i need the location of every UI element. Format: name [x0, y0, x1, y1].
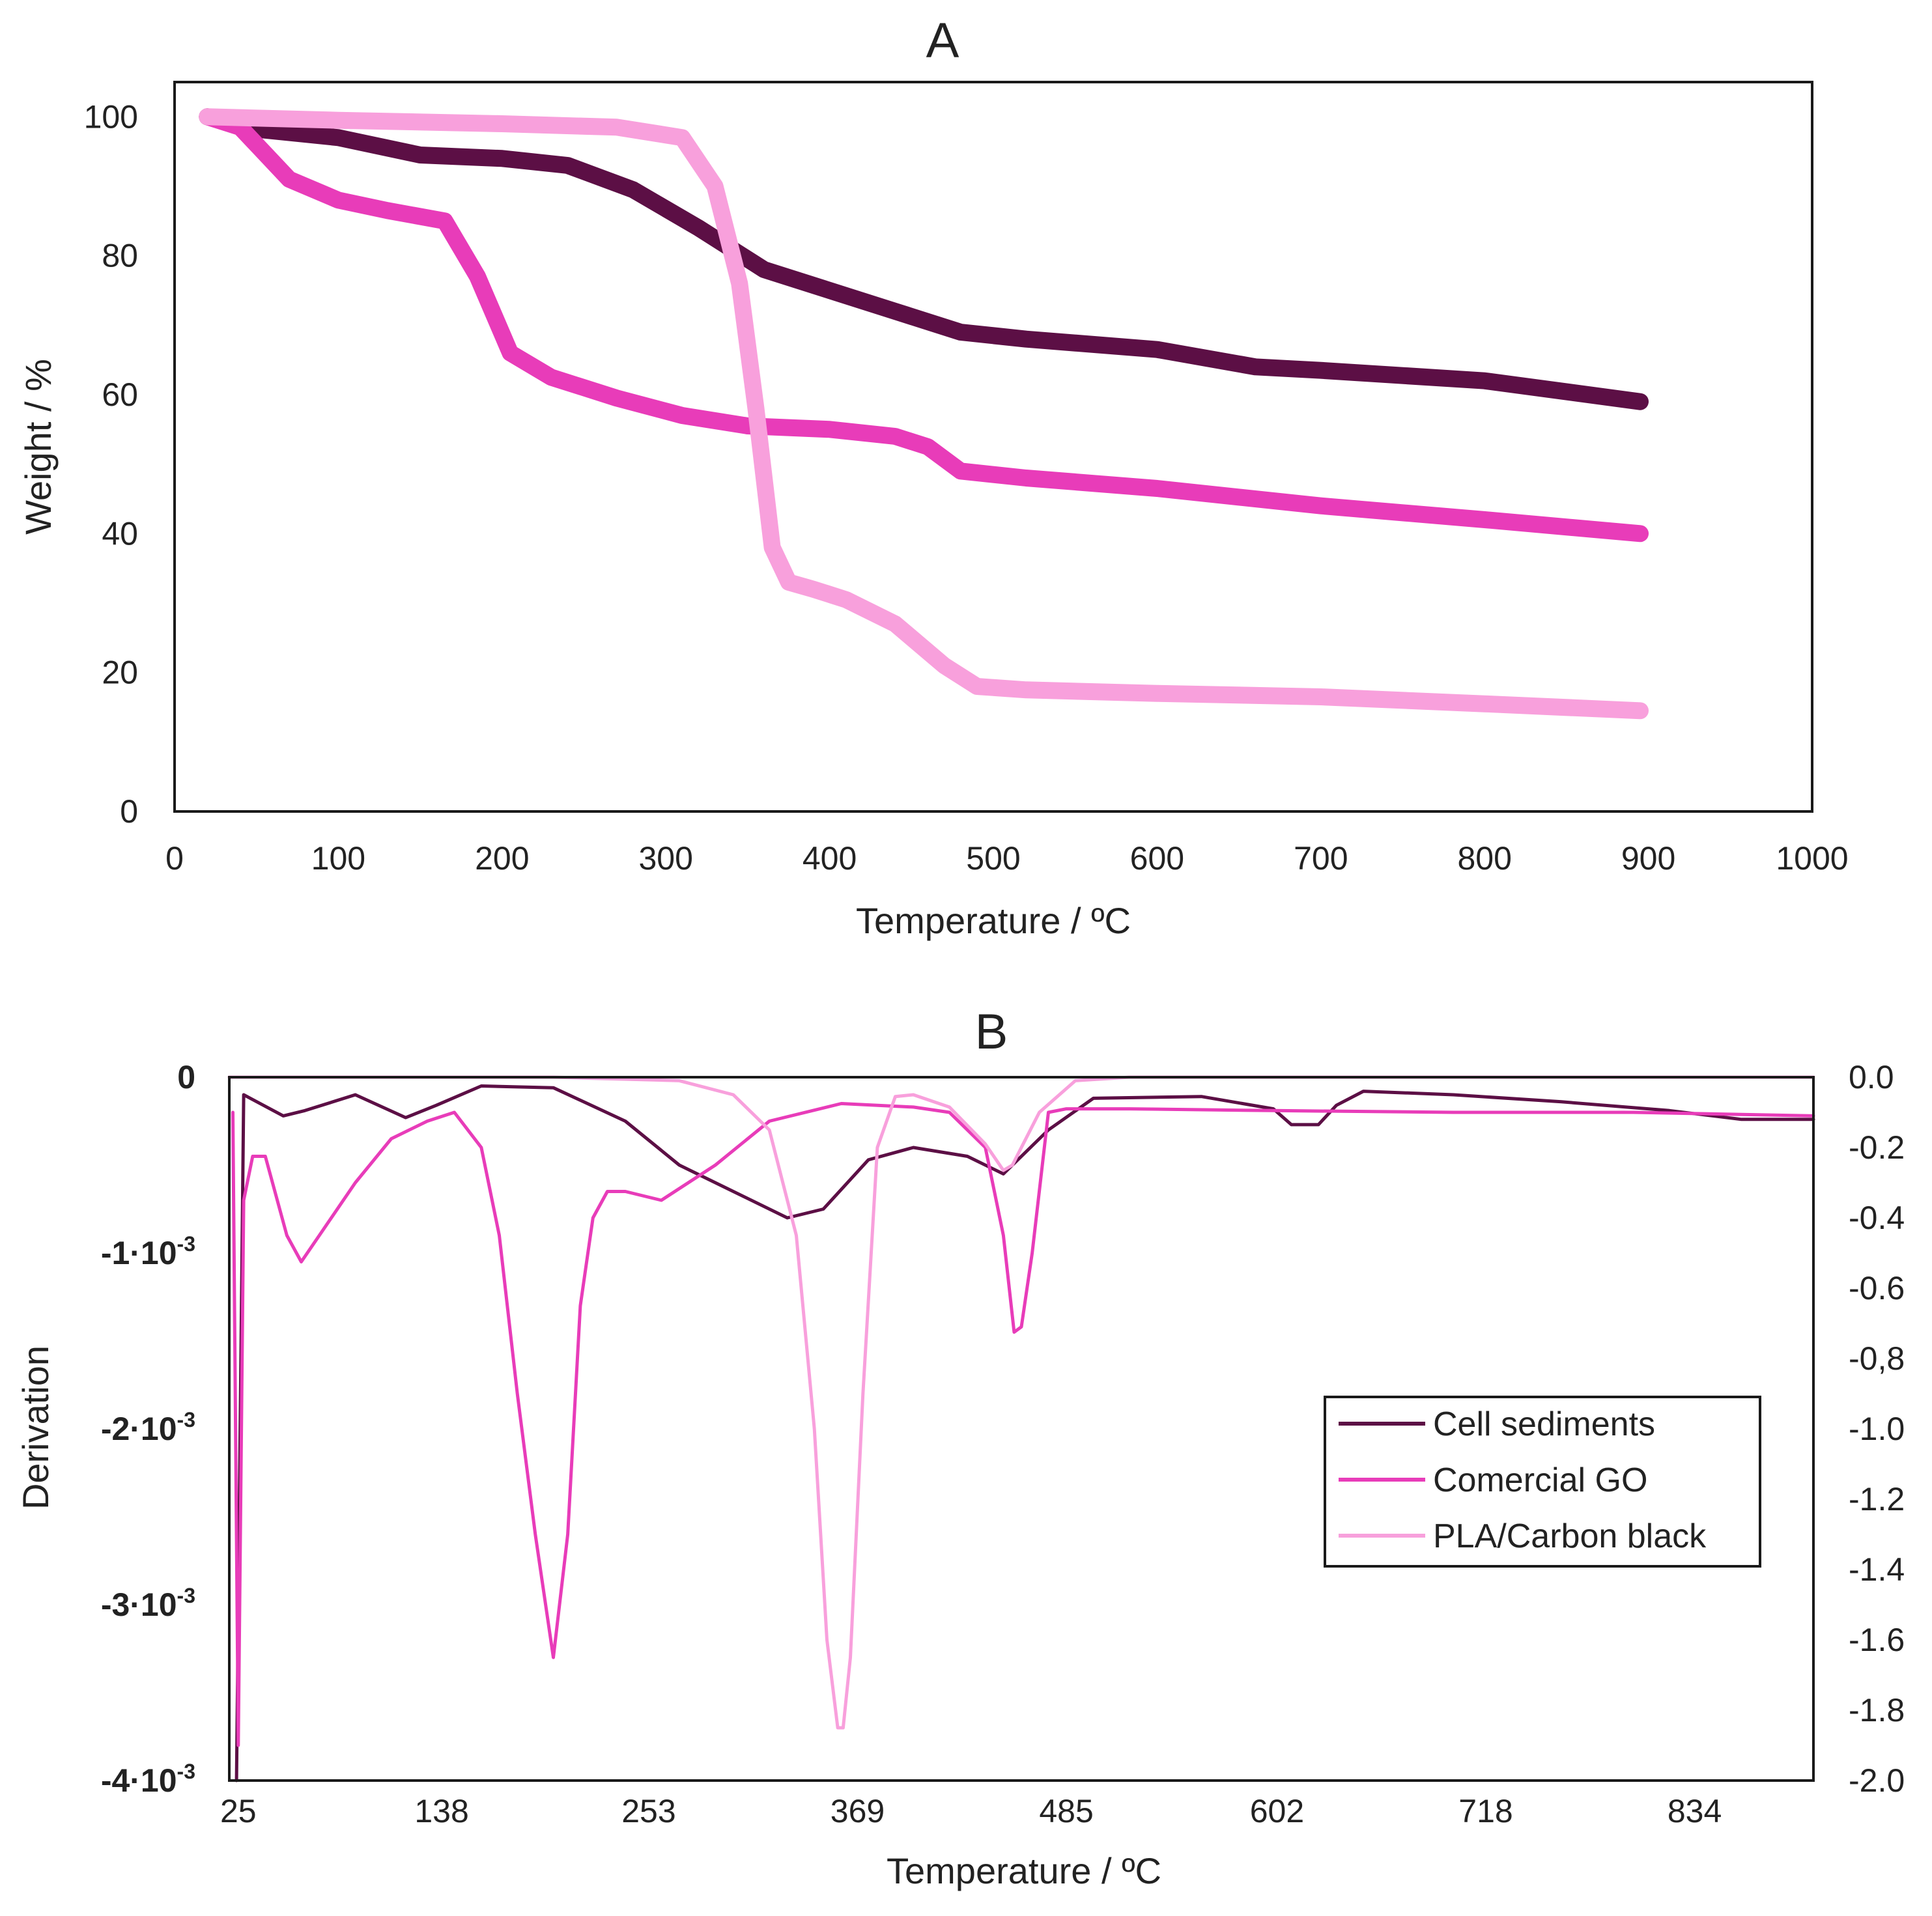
- panel-b-left-y-tick-label: -3·10-3: [101, 1584, 195, 1623]
- panel-b-plot-frame: [228, 1076, 1815, 1782]
- panel-b-title: B: [975, 1004, 1008, 1060]
- panel-a-x-tick-label: 1000: [1776, 840, 1848, 877]
- panel-a-x-tick-label: 500: [966, 840, 1020, 877]
- panel-b-right-y-tick-label: 0.0: [1849, 1059, 1894, 1095]
- legend-label-comercial-go: Comercial GO: [1433, 1461, 1647, 1499]
- panel-b-right-y-tick-label: -2.0: [1849, 1762, 1905, 1799]
- panel-a-x-ticks: 0 100 200 300 400 500 600 700 800 900 1000: [165, 840, 1849, 877]
- panel-b-x-tick-label: 602: [1250, 1793, 1304, 1829]
- panel-a-x-axis-label: Temperature / ºC: [856, 900, 1131, 941]
- panel-b-left-y-tick-label: -4·10-3: [101, 1760, 195, 1799]
- panel-a-y-tick-label: 80: [102, 238, 138, 274]
- panel-a-line-cell-sediments: [199, 108, 1649, 410]
- panel-b-x-tick-label: 369: [831, 1793, 885, 1829]
- panel-b-right-y-tick-label: -0.4: [1849, 1200, 1905, 1236]
- panel-b-right-y-tick-label: -0.2: [1849, 1129, 1905, 1166]
- panel-a-x-tick-label: 100: [311, 840, 365, 877]
- panel-a-plot-frame: [173, 81, 1813, 813]
- panel-b-x-tick-label: 485: [1039, 1793, 1093, 1829]
- panel-b-legend: Cell sediments Comercial GO PLA/Carbon b…: [1324, 1396, 1761, 1568]
- tick-exponent: -3: [177, 1760, 195, 1783]
- panel-b-right-y-tick-label: -0.6: [1849, 1270, 1905, 1306]
- panel-a-y-tick-label: 100: [84, 98, 138, 135]
- tick-exponent: -3: [177, 1232, 195, 1256]
- panel-a-line-comercial-go: [199, 108, 1649, 542]
- panel-a-y-ticks: 0 20 40 60 80 100: [84, 98, 138, 830]
- panel-b-x-tick-label: 834: [1668, 1793, 1722, 1829]
- panel-b-y-axis-label: Derivation: [15, 1345, 56, 1510]
- panel-a-x-tick-label: 600: [1130, 840, 1184, 877]
- panel-a-y-tick-label: 60: [102, 376, 138, 413]
- panel-b-right-y-tick-label: -1.8: [1849, 1692, 1905, 1728]
- panel-b-x-tick-label: 25: [220, 1793, 257, 1829]
- tick-exponent: -3: [177, 1408, 195, 1431]
- panel-b-right-y-tick-label: -1.2: [1849, 1481, 1905, 1517]
- panel-a-x-tick-label: 900: [1621, 840, 1675, 877]
- panel-b-x-tick-label: 138: [414, 1793, 468, 1829]
- legend-label-cell-sediments: Cell sediments: [1433, 1405, 1655, 1443]
- panel-b-right-y-tick-label: -0,8: [1849, 1340, 1905, 1377]
- panel-b-right-y-tick-label: -1.4: [1849, 1551, 1905, 1588]
- legend-label-pla-carbon-black: PLA/Carbon black: [1433, 1517, 1707, 1555]
- panel-a-x-tick-label: 700: [1294, 840, 1348, 877]
- panel-a-y-tick-label: 20: [102, 655, 138, 691]
- panel-a-series-group: [199, 108, 1649, 720]
- panel-a-x-tick-label: 200: [475, 840, 529, 877]
- panel-b-chart: B 25 138 253 369 485 602 718 834 0 -1·10-3 -2·10-…: [15, 1004, 1905, 1891]
- panel-b-right-y-ticks: 0.0 -0.2 -0.4 -0.6 -0,8 -1.0 -1.2 -1.4 -1.6 -1.8 -…: [1849, 1059, 1905, 1799]
- tick-exponent: -3: [177, 1584, 195, 1607]
- panel-a-x-tick-label: 400: [803, 840, 857, 877]
- panel-b-line-cell-sediments: [234, 1084, 1815, 1782]
- panel-a-line-pla-carbon-black: [199, 108, 1649, 720]
- panel-a-y-tick-label: 0: [120, 793, 138, 830]
- panel-b-left-y-tick-label: 0: [177, 1059, 195, 1095]
- panel-b-right-y-tick-label: -1.6: [1849, 1622, 1905, 1658]
- panel-a-y-tick-label: 40: [102, 515, 138, 552]
- panel-a-x-tick-label: 0: [165, 840, 184, 877]
- panel-a-x-tick-label: 300: [638, 840, 692, 877]
- panel-b-left-y-tick-label: -2·10-3: [101, 1408, 195, 1447]
- panel-a-title: A: [926, 13, 959, 68]
- panel-a-y-axis-label: Weight / %: [18, 359, 59, 535]
- panel-b-line-comercial-go: [231, 1102, 1815, 1747]
- panel-b-x-axis-label: Temperature / ºC: [887, 1850, 1161, 1891]
- panel-b-x-ticks: 25 138 253 369 485 602 718 834: [220, 1793, 1722, 1829]
- panel-b-x-tick-label: 253: [621, 1793, 675, 1829]
- panel-a-x-tick-label: 800: [1457, 840, 1511, 877]
- panel-a-chart: A 0 100 200 300 400 500 600 700 800 900 1000 0 20 40…: [18, 13, 1849, 941]
- panel-b-left-y-tick-label: -1·10-3: [101, 1232, 195, 1271]
- panel-b-left-y-ticks: 0 -1·10-3 -2·10-3 -3·10-3 -4·10-3: [101, 1059, 195, 1799]
- panel-b-x-tick-label: 718: [1458, 1793, 1513, 1829]
- panel-b-right-y-tick-label: -1.0: [1849, 1411, 1905, 1447]
